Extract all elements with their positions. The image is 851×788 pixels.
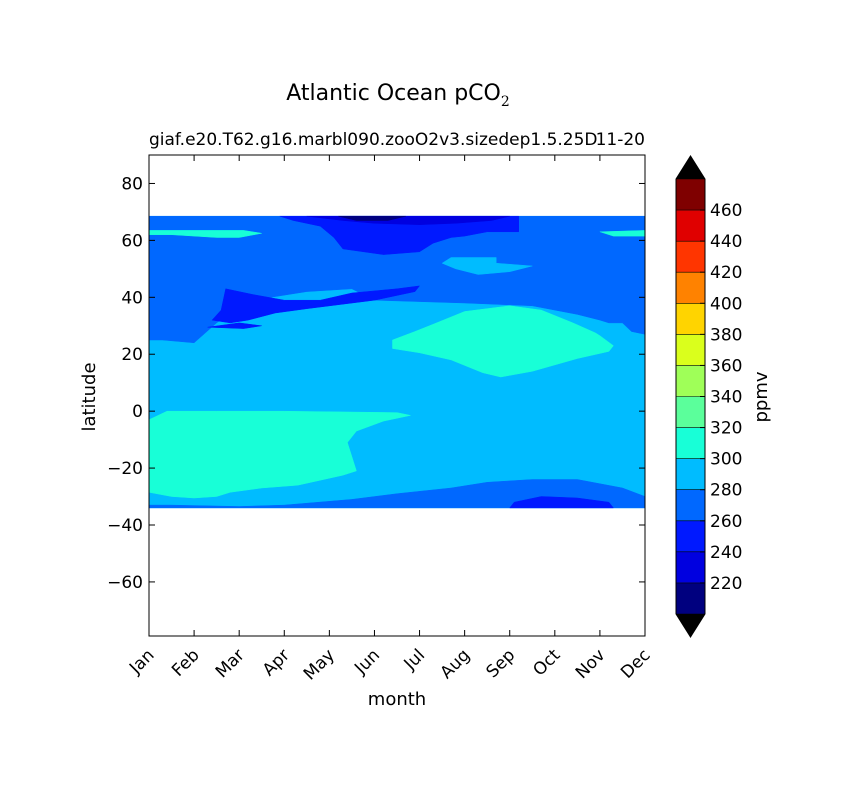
x-tick-label: Jun: [350, 645, 384, 679]
x-tick-label: Mar: [212, 645, 249, 682]
y-tick-label: −20: [107, 459, 143, 479]
chart-title-subscript: 2: [501, 94, 510, 110]
contour-region-12: [441, 257, 533, 275]
contour-fills: [149, 215, 645, 509]
contour-region-2: [509, 496, 614, 509]
colorbar-tick-label: 440: [710, 232, 742, 252]
colorbar-segment: [676, 334, 705, 366]
y-tick-label: 20: [121, 345, 143, 365]
x-tick-label: Oct: [529, 645, 564, 680]
colorbar-segment: [676, 520, 705, 552]
contour-region-11: [599, 230, 645, 237]
colorbar-tick-label: 420: [710, 263, 742, 283]
contour-region-5: [211, 285, 421, 324]
x-tick-label: May: [300, 645, 339, 684]
colorbar-segment: [676, 303, 705, 335]
y-tick-label: 60: [121, 231, 143, 251]
x-tick-label: Feb: [168, 645, 203, 680]
y-tick-label: −40: [107, 516, 143, 536]
colorbar-segment: [676, 365, 705, 397]
colorbar-segment: [676, 458, 705, 490]
subtitle-right: 11-20: [596, 130, 645, 150]
y-tick-label: −60: [107, 573, 143, 593]
contour-region-7: [338, 215, 407, 221]
colorbar-segment: [676, 551, 705, 583]
colorbar-tick-label: 240: [710, 543, 742, 563]
y-tick-labels: 80 60 40 20 0 −20 −40 −60: [107, 174, 143, 592]
colorbar-tick-label: 320: [710, 419, 742, 439]
plot-area: [148, 154, 646, 637]
colorbar-extend-min: [676, 614, 705, 637]
x-tick-label: Jul: [400, 645, 429, 674]
colorbar-tick-label: 220: [710, 574, 742, 594]
contour-region-8: [392, 305, 614, 378]
y-tick-label: 80: [121, 174, 143, 194]
colorbar: 220 240 260 280 300 320 340 360 380 400 420 440 460: [675, 155, 742, 638]
axis-ticks: [148, 155, 646, 636]
subtitle-left: giaf.e20.T62.g16.marbl090.zooO2v3.sizede…: [149, 130, 598, 150]
colorbar-tick-label: 260: [710, 512, 742, 532]
contour-region-14: [207, 322, 262, 329]
x-tick-label: Jan: [125, 645, 158, 678]
plot-frame: [148, 154, 646, 637]
colorbar-segment: [676, 272, 705, 304]
x-tick-label: Sep: [482, 645, 519, 682]
colorbar-tick-label: 340: [710, 388, 742, 408]
colorbar-segment: [676, 396, 705, 428]
colorbar-tick-label: 460: [710, 201, 742, 221]
colorbar-segment: [676, 179, 705, 211]
colorbar-segment: [676, 582, 705, 614]
x-tick-label: Aug: [437, 645, 475, 683]
colorbar-segment: [676, 489, 705, 521]
colorbar-outline: [675, 155, 706, 638]
contour-region-4: [279, 215, 519, 255]
y-tick-label: 40: [121, 288, 143, 308]
chart-title-main: Atlantic Ocean pCO: [286, 81, 501, 106]
colorbar-tick-label: 360: [710, 356, 742, 376]
x-tick-label: Nov: [572, 645, 610, 683]
x-tick-label: Dec: [617, 645, 654, 682]
colorbar-segment: [676, 210, 705, 242]
colorbar-segment: [676, 241, 705, 273]
x-tick-labels: Jan Feb Mar Apr May Jun Jul Aug Sep Oct Nov Dec: [125, 645, 654, 684]
y-tick-label: 0: [132, 402, 143, 422]
x-tick-label: Apr: [259, 645, 294, 680]
contour-region-3: [149, 215, 645, 344]
y-axis-label: latitude: [79, 362, 100, 431]
contour-region-13: [622, 415, 645, 420]
colorbar-tick-label: 400: [710, 294, 742, 314]
colorbar-segment: [676, 427, 705, 459]
colorbar-tick-label: 380: [710, 325, 742, 345]
chart-title: Atlantic Ocean pCO2: [286, 81, 510, 110]
colorbar-tick-label: 280: [710, 481, 742, 501]
colorbar-extend-max: [676, 156, 705, 179]
x-axis-label: month: [368, 689, 426, 710]
colorbar-tick-label: 300: [710, 450, 742, 470]
contour-region-10: [149, 230, 262, 238]
contour-region-9: [149, 410, 411, 499]
colorbar-label: ppmv: [751, 371, 772, 422]
